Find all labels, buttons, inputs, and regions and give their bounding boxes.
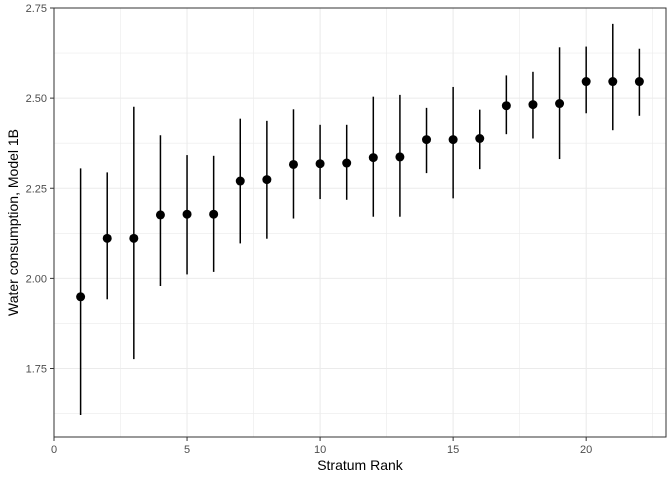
axis-ticks: 0 5 10 15 20 1.75 2.00 2.25 2.50 2.75 bbox=[26, 3, 593, 456]
x-tick-label: 0 bbox=[51, 444, 57, 456]
x-axis-title: Stratum Rank bbox=[317, 457, 404, 473]
data-points bbox=[76, 77, 644, 302]
data-point bbox=[608, 77, 618, 87]
y-tick-label: 2.50 bbox=[26, 93, 47, 105]
data-point bbox=[501, 101, 511, 111]
data-point bbox=[395, 152, 405, 162]
data-point bbox=[528, 100, 538, 110]
data-point bbox=[235, 176, 245, 186]
data-point bbox=[288, 159, 298, 169]
data-point bbox=[342, 158, 352, 168]
data-point bbox=[155, 210, 165, 220]
y-tick-label: 1.75 bbox=[26, 364, 47, 376]
data-point bbox=[555, 99, 565, 109]
x-tick-label: 15 bbox=[447, 444, 459, 456]
data-point bbox=[368, 153, 378, 163]
data-point bbox=[581, 77, 591, 87]
x-tick-label: 20 bbox=[580, 444, 592, 456]
y-tick-label: 2.00 bbox=[26, 273, 47, 285]
data-point bbox=[475, 134, 485, 144]
y-tick-label: 2.25 bbox=[26, 183, 47, 195]
y-axis-title: Water consumption, Model 1B bbox=[5, 129, 21, 316]
data-point bbox=[448, 135, 458, 145]
data-point bbox=[209, 209, 219, 219]
data-point bbox=[634, 77, 644, 87]
y-tick-label: 2.75 bbox=[26, 3, 47, 15]
data-point bbox=[182, 209, 192, 219]
data-point bbox=[76, 292, 86, 302]
data-point bbox=[102, 233, 112, 243]
x-tick-label: 10 bbox=[314, 444, 326, 456]
panel-border bbox=[53, 7, 667, 438]
data-point bbox=[315, 159, 325, 169]
data-point bbox=[262, 175, 272, 185]
data-point bbox=[422, 135, 432, 145]
data-point bbox=[129, 233, 139, 243]
x-tick-label: 5 bbox=[184, 444, 190, 456]
